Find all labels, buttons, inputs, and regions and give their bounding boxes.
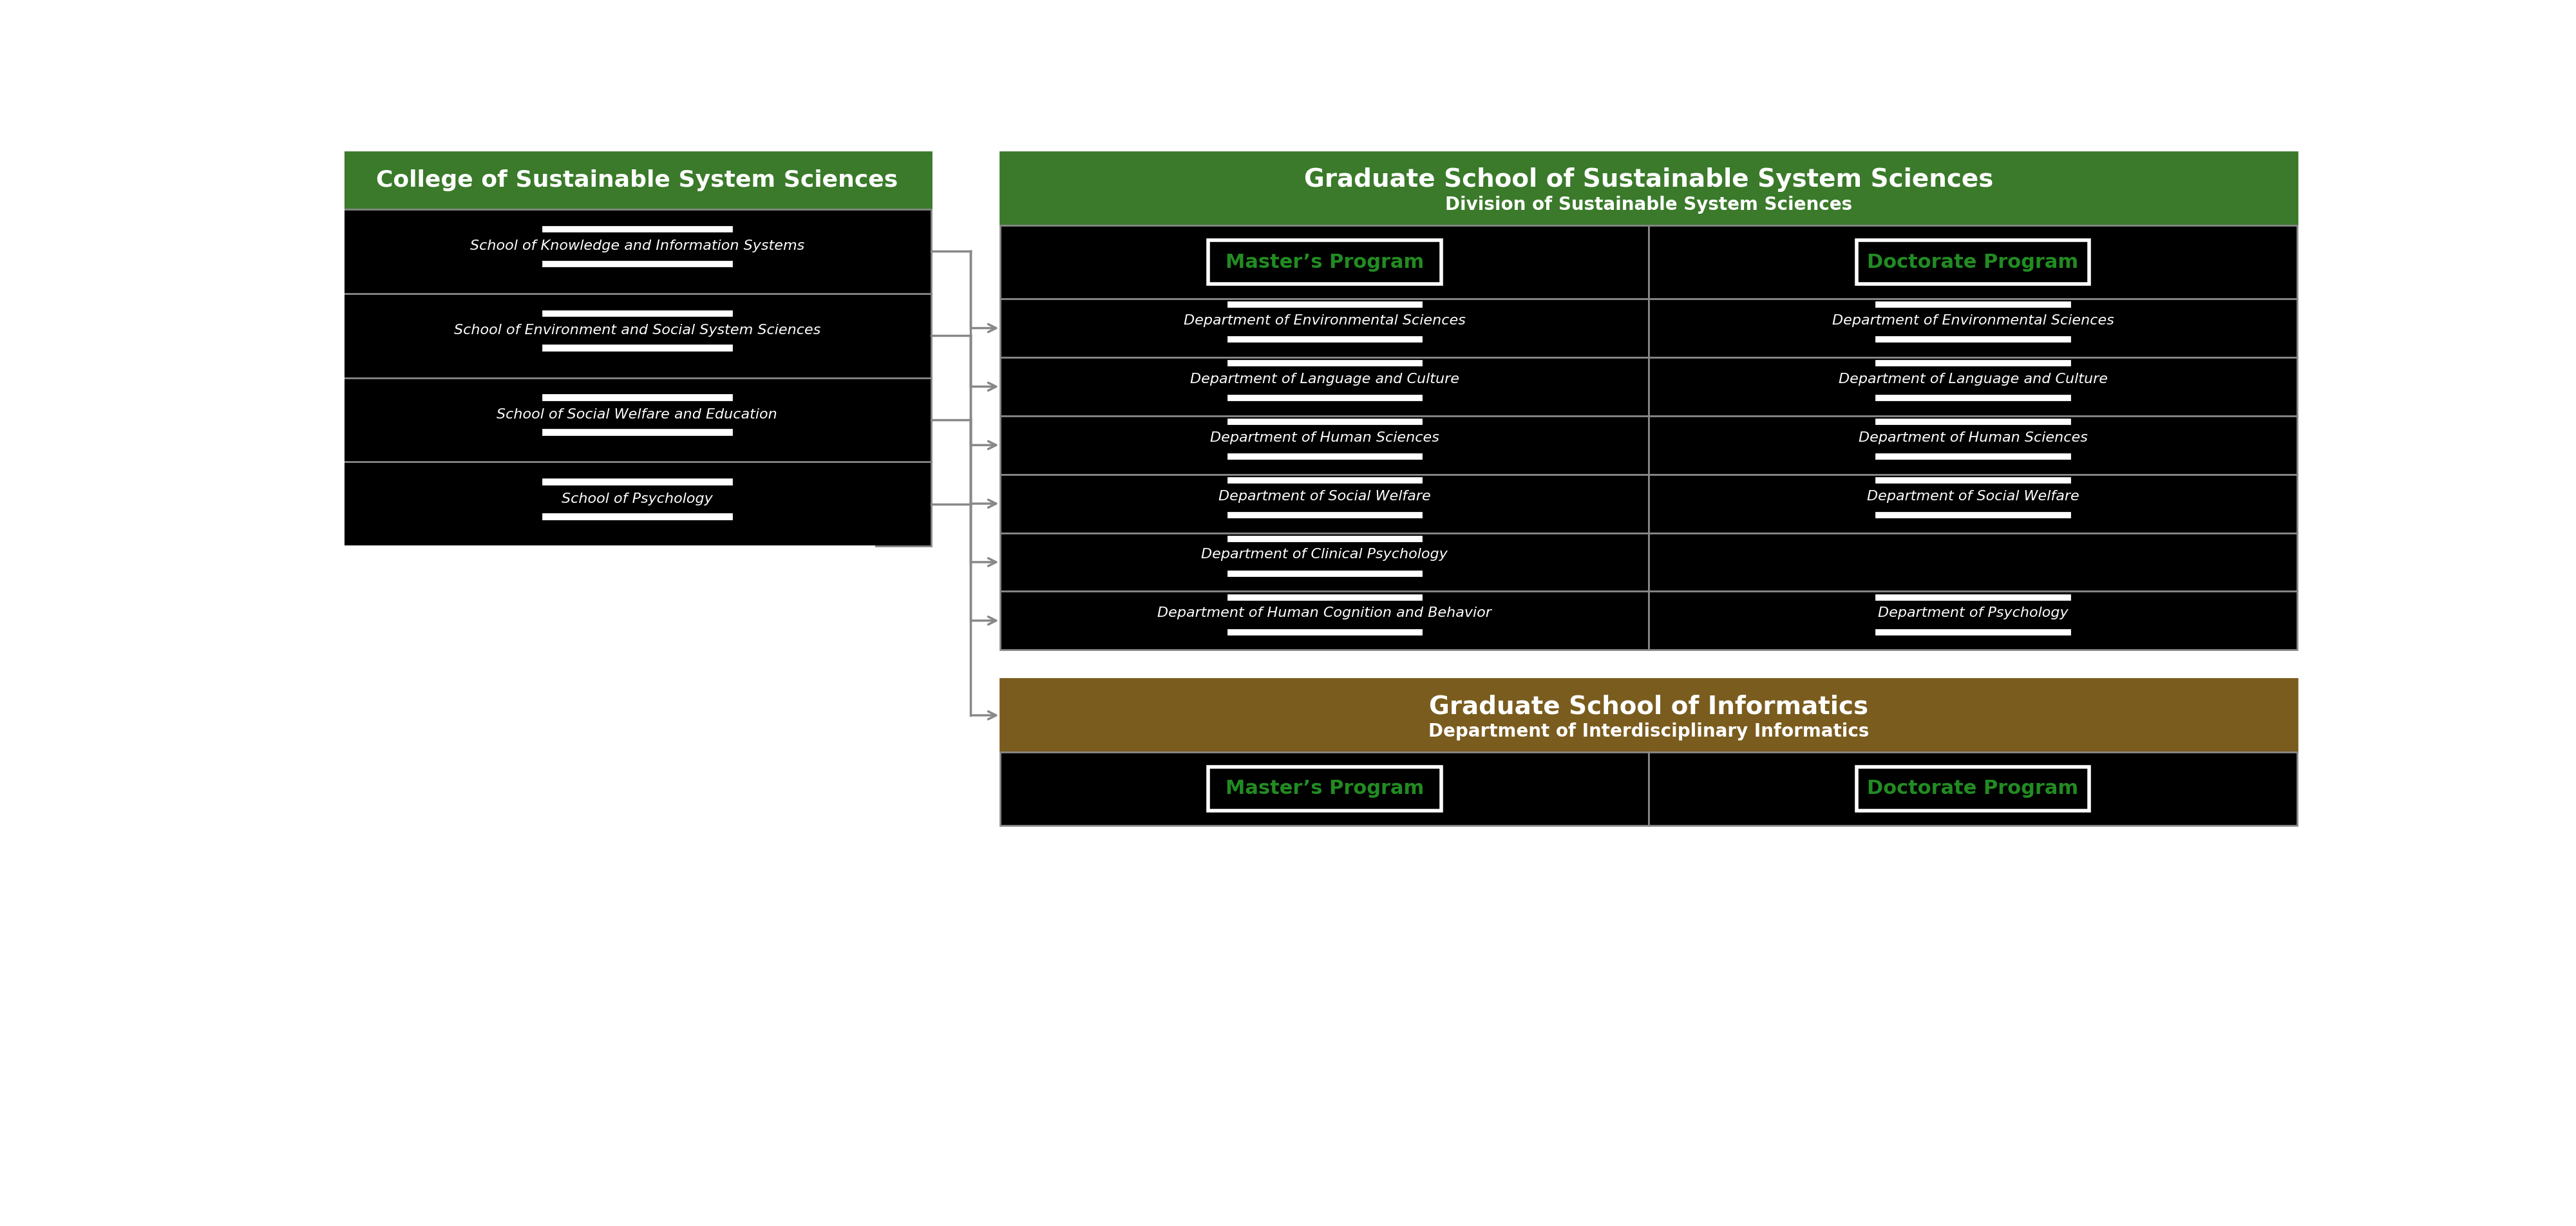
Text: School of Environment and Social System Sciences: School of Environment and Social System …: [453, 324, 822, 337]
Text: Department of Human Sciences: Department of Human Sciences: [1211, 432, 1440, 444]
Text: School of Social Welfare and Education: School of Social Welfare and Education: [497, 408, 778, 422]
Text: School of Knowledge and Information Systems: School of Knowledge and Information Syst…: [469, 240, 804, 253]
Text: Graduate School of Informatics: Graduate School of Informatics: [1430, 694, 1868, 718]
Text: Department of Human Cognition and Behavior: Department of Human Cognition and Behavi…: [1157, 607, 1492, 619]
Bar: [1875, 478, 2069, 482]
Bar: [1229, 396, 1422, 400]
Bar: [544, 261, 732, 266]
Bar: [1229, 303, 1422, 306]
Text: Department of Social Welfare: Department of Social Welfare: [1218, 489, 1430, 503]
Bar: [1875, 454, 2069, 459]
Bar: [544, 310, 732, 316]
Text: Division of Sustainable System Sciences: Division of Sustainable System Sciences: [1445, 196, 1852, 213]
Text: Department of Psychology: Department of Psychology: [1878, 607, 2069, 619]
Bar: [999, 299, 1649, 357]
Bar: [1649, 226, 2298, 299]
Bar: [999, 226, 1649, 299]
Bar: [999, 152, 2298, 226]
Bar: [1649, 357, 2298, 416]
Bar: [343, 152, 930, 210]
Bar: [1875, 396, 2069, 400]
Text: Department of Environmental Sciences: Department of Environmental Sciences: [1182, 314, 1466, 327]
Bar: [999, 416, 1649, 474]
Bar: [1875, 629, 2069, 634]
Bar: [1229, 595, 1422, 600]
Bar: [1875, 303, 2069, 306]
Text: College of Sustainable System Sciences: College of Sustainable System Sciences: [376, 169, 899, 191]
Bar: [1229, 337, 1422, 342]
Bar: [999, 357, 1649, 416]
Bar: [544, 514, 732, 519]
Text: Department of Language and Culture: Department of Language and Culture: [1190, 373, 1458, 386]
Bar: [1857, 767, 2089, 810]
Bar: [1875, 595, 2069, 600]
Bar: [544, 227, 732, 232]
Bar: [1229, 571, 1422, 575]
Bar: [999, 474, 1649, 533]
Text: Doctorate Program: Doctorate Program: [1868, 253, 2079, 271]
Bar: [1229, 454, 1422, 459]
Bar: [1857, 240, 2089, 284]
Text: Department of Social Welfare: Department of Social Welfare: [1868, 489, 2079, 503]
Bar: [1649, 299, 2298, 357]
Text: Doctorate Program: Doctorate Program: [1868, 780, 2079, 798]
Bar: [1229, 419, 1422, 424]
Bar: [999, 752, 1649, 825]
Text: Master’s Program: Master’s Program: [1226, 780, 1425, 798]
Bar: [1875, 419, 2069, 424]
Bar: [1875, 337, 2069, 342]
Bar: [1649, 533, 2298, 591]
Bar: [1229, 360, 1422, 365]
Bar: [544, 346, 732, 351]
Bar: [1208, 767, 1440, 810]
Bar: [1875, 512, 2069, 517]
Text: School of Psychology: School of Psychology: [562, 493, 714, 505]
Bar: [1208, 240, 1440, 284]
Bar: [1229, 629, 1422, 634]
Text: Department of Human Sciences: Department of Human Sciences: [1857, 432, 2087, 444]
Bar: [1229, 512, 1422, 517]
Bar: [999, 591, 1649, 650]
Bar: [330, 547, 873, 1091]
Bar: [544, 479, 732, 484]
Text: Department of Language and Culture: Department of Language and Culture: [1839, 373, 2107, 386]
Bar: [544, 395, 732, 400]
Bar: [999, 679, 2298, 752]
Text: Department of Environmental Sciences: Department of Environmental Sciences: [1832, 314, 2115, 327]
Bar: [1649, 416, 2298, 474]
Bar: [999, 533, 1649, 591]
Bar: [1875, 360, 2069, 365]
Bar: [1649, 752, 2298, 825]
Text: Graduate School of Sustainable System Sciences: Graduate School of Sustainable System Sc…: [1303, 168, 1994, 192]
Text: Department of Clinical Psychology: Department of Clinical Psychology: [1200, 548, 1448, 562]
Bar: [1229, 536, 1422, 541]
Text: Department of Interdisciplinary Informatics: Department of Interdisciplinary Informat…: [1427, 722, 1870, 741]
Bar: [330, 147, 343, 1091]
Bar: [1649, 591, 2298, 650]
Text: Master’s Program: Master’s Program: [1226, 253, 1425, 271]
Bar: [343, 210, 930, 547]
Bar: [1229, 478, 1422, 482]
Bar: [544, 430, 732, 435]
Bar: [1649, 474, 2298, 533]
